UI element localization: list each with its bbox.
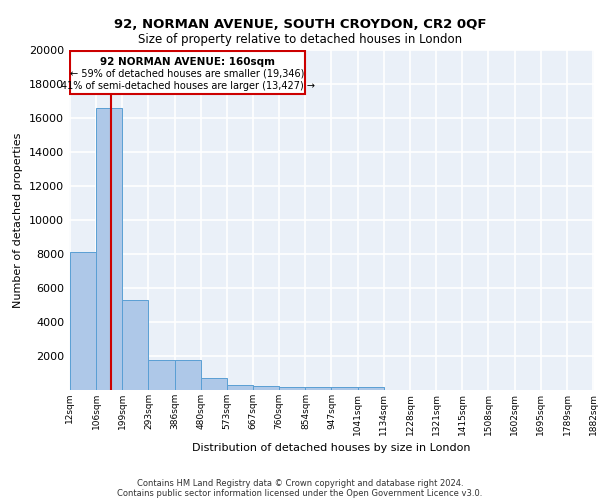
Bar xyxy=(279,386,305,390)
Bar xyxy=(70,252,96,390)
Bar xyxy=(305,386,331,390)
Bar xyxy=(175,360,201,390)
Text: Size of property relative to detached houses in London: Size of property relative to detached ho… xyxy=(138,32,462,46)
FancyBboxPatch shape xyxy=(70,51,305,94)
Bar xyxy=(96,108,122,390)
Bar xyxy=(201,378,227,390)
Bar xyxy=(253,386,279,390)
Bar xyxy=(122,300,148,390)
Text: 92 NORMAN AVENUE: 160sqm: 92 NORMAN AVENUE: 160sqm xyxy=(100,57,275,67)
Text: Contains HM Land Registry data © Crown copyright and database right 2024.: Contains HM Land Registry data © Crown c… xyxy=(137,478,463,488)
Text: Contains public sector information licensed under the Open Government Licence v3: Contains public sector information licen… xyxy=(118,488,482,498)
Text: ← 59% of detached houses are smaller (19,346): ← 59% of detached houses are smaller (19… xyxy=(70,68,305,78)
Text: 41% of semi-detached houses are larger (13,427) →: 41% of semi-detached houses are larger (… xyxy=(61,80,314,90)
Bar xyxy=(148,360,175,390)
Bar xyxy=(331,388,358,390)
Text: 92, NORMAN AVENUE, SOUTH CROYDON, CR2 0QF: 92, NORMAN AVENUE, SOUTH CROYDON, CR2 0Q… xyxy=(114,18,486,30)
Y-axis label: Number of detached properties: Number of detached properties xyxy=(13,132,23,308)
Bar xyxy=(227,385,253,390)
Bar xyxy=(358,388,384,390)
X-axis label: Distribution of detached houses by size in London: Distribution of detached houses by size … xyxy=(192,443,471,453)
